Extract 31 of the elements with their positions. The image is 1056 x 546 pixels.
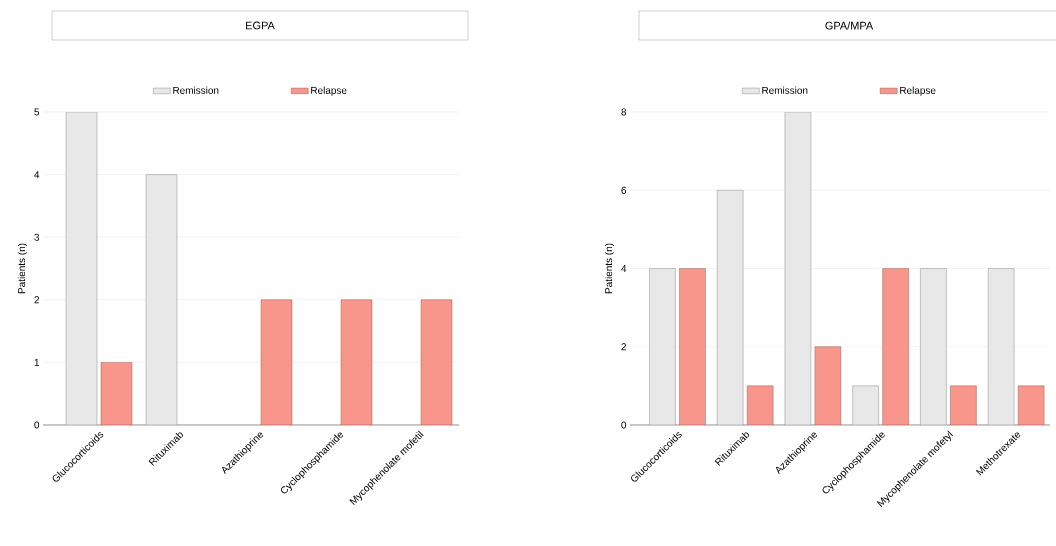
bar bbox=[1017, 385, 1045, 425]
bar bbox=[679, 268, 706, 425]
y-tick-label: 3 bbox=[34, 233, 40, 241]
bar bbox=[814, 346, 842, 425]
bar bbox=[145, 174, 178, 425]
y-axis-title: Patients (n) bbox=[17, 243, 28, 294]
y-tick-label: 0 bbox=[34, 421, 40, 429]
bar bbox=[950, 385, 977, 425]
legend-label: Relapse bbox=[311, 86, 347, 96]
legend-label: Remission bbox=[173, 86, 219, 94]
bar bbox=[852, 385, 879, 425]
legend-label: Remission bbox=[762, 86, 808, 94]
bar bbox=[420, 299, 453, 425]
bar bbox=[746, 385, 774, 425]
y-tick-label: 4 bbox=[621, 265, 627, 272]
y-tick-label: 2 bbox=[621, 343, 626, 351]
y-tick-label: 0 bbox=[621, 421, 627, 429]
bar bbox=[340, 299, 373, 425]
chart-title: GPA/MPA bbox=[825, 21, 874, 30]
y-tick-label: 8 bbox=[621, 108, 627, 116]
bar bbox=[882, 268, 909, 425]
y-tick-label: 6 bbox=[621, 186, 627, 194]
bar bbox=[100, 362, 133, 425]
y-tick-label: 5 bbox=[34, 108, 40, 116]
y-axis-title: Patients (n) bbox=[604, 243, 615, 294]
legend-label: Relapse bbox=[900, 86, 936, 96]
y-tick-label: 2 bbox=[34, 296, 39, 304]
y-tick-label: 1 bbox=[34, 358, 40, 366]
chart-title: EGPA bbox=[246, 21, 275, 30]
bar bbox=[260, 299, 293, 425]
y-tick-label: 4 bbox=[34, 171, 40, 179]
